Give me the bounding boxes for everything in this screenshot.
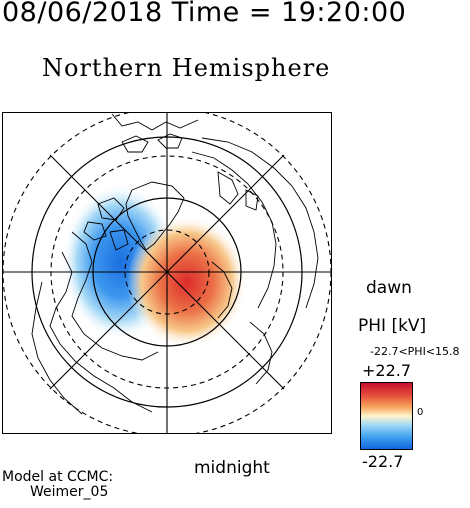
- midnight-label: midnight: [194, 458, 270, 478]
- coastlines: [31, 113, 319, 415]
- polar-potential-map: [2, 112, 332, 434]
- positive-potential-cell: [127, 216, 247, 348]
- meridian-diagonal-b: [49, 154, 285, 390]
- colorbar-title: PHI [kV]: [358, 316, 427, 336]
- dawn-label: dawn: [366, 278, 412, 298]
- colorbar-zero-label: 0: [417, 407, 424, 418]
- model-credit-line2: Weimer_05: [30, 484, 109, 500]
- timestamp-title: 08/06/2018 Time = 19:20:00: [2, 0, 407, 28]
- hemisphere-title: Northern Hemisphere: [42, 54, 331, 82]
- colorbar: [360, 382, 413, 450]
- map-frame: [2, 112, 332, 434]
- colorbar-min-label: -22.7: [362, 452, 404, 471]
- colorbar-max-label: +22.7: [362, 361, 412, 380]
- colorbar-range: -22.7<PHI<15.8: [370, 345, 460, 358]
- model-credit-line1: Model at CCMC:: [2, 469, 114, 485]
